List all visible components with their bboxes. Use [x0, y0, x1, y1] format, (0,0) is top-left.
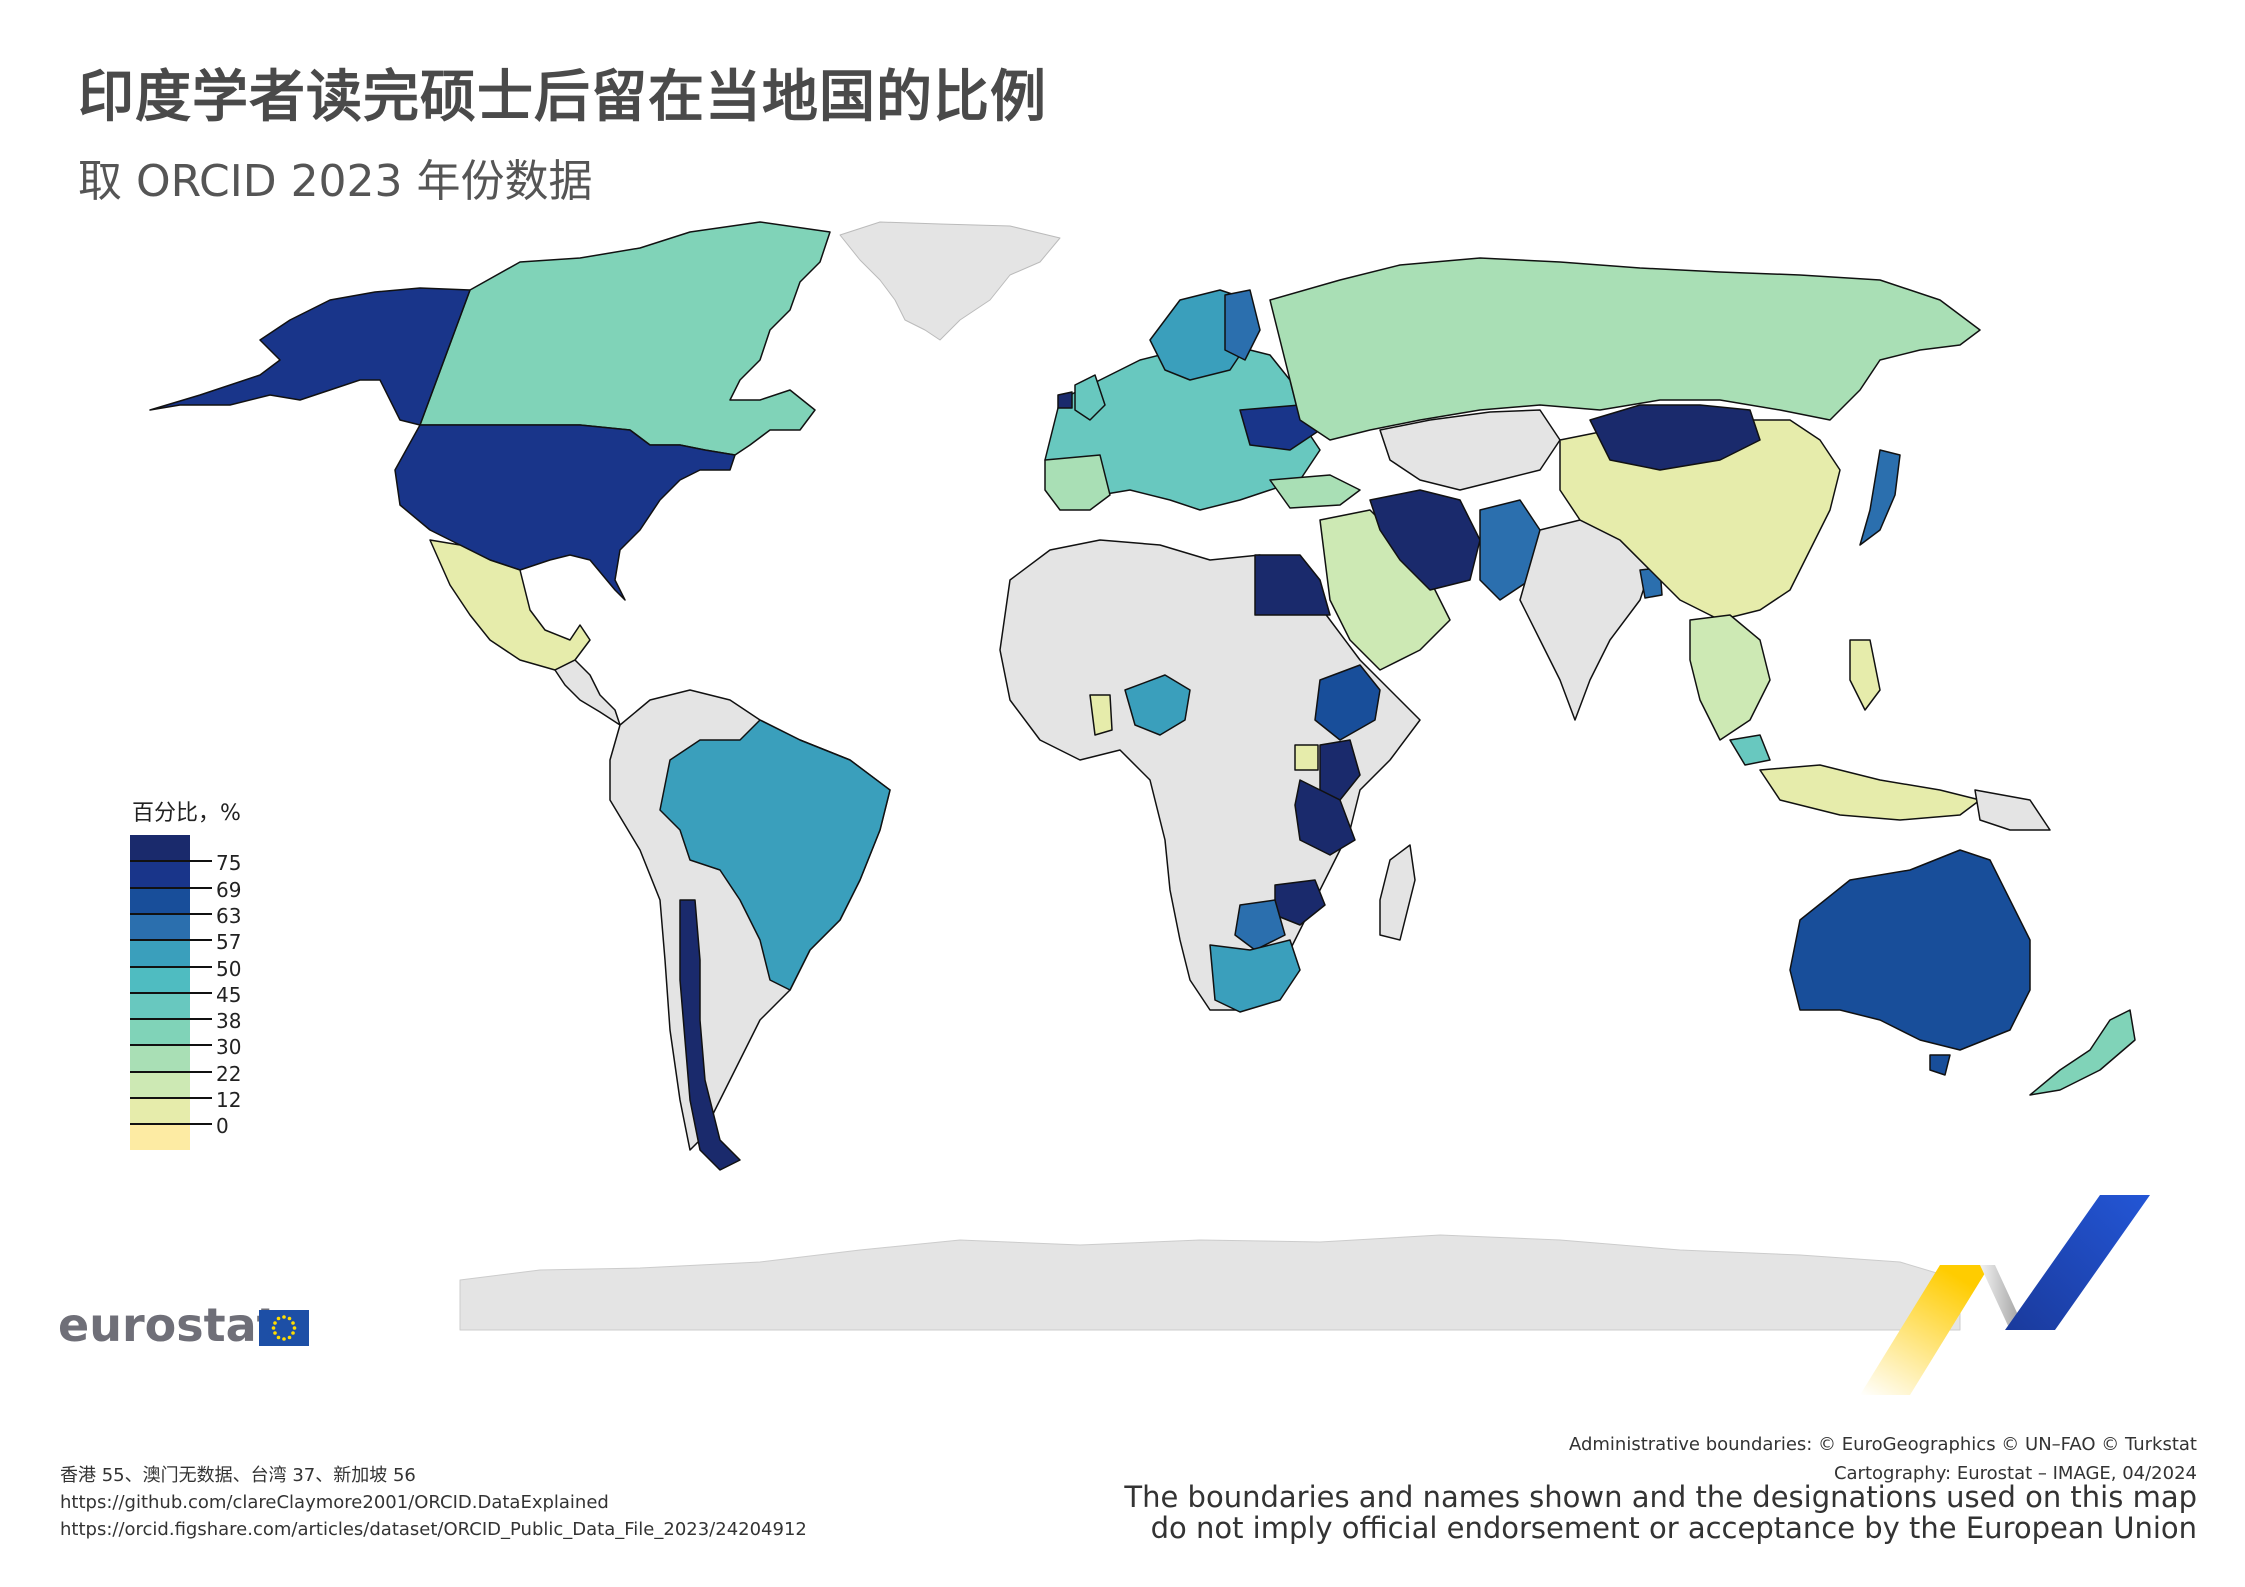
footnote-regions: 香港 55、澳门无数据、台湾 37、新加坡 56 [60, 1465, 416, 1486]
legend-tick [130, 1123, 212, 1126]
region-ghana [1089, 694, 1113, 736]
credit-carto: Cartography: Eurostat – IMAGE, 04/2024 [1833, 1463, 2197, 1484]
disclaimer-line-2: do not imply official endorsement or acc… [1150, 1511, 2197, 1545]
legend-swatch [130, 1098, 190, 1124]
region-philippines [1849, 639, 1881, 711]
region-botswana [1234, 899, 1286, 951]
legend-tick [130, 860, 212, 863]
legend-break-label: 38 [216, 1009, 242, 1034]
region-mexico [429, 539, 591, 671]
legend-swatch [130, 1124, 190, 1151]
region-madagascar [1379, 844, 1416, 941]
disclaimer-line-1: The boundaries and names shown and the d… [1124, 1480, 2197, 1514]
legend-swatch [130, 887, 190, 914]
legend-swatch [130, 913, 190, 940]
region-kenya [1319, 739, 1361, 801]
region-uk [1074, 374, 1106, 421]
legend-break-label: 57 [216, 930, 242, 955]
legend-tick [130, 939, 212, 942]
region-tasmania [1929, 1054, 1951, 1076]
legend-swatch [130, 835, 190, 861]
legend-break-label: 30 [216, 1035, 242, 1060]
legend-swatch [130, 992, 190, 1019]
legend-break-label: 45 [216, 982, 242, 1007]
credits-small: Administrative boundaries: © EuroGeograp… [1569, 1430, 2197, 1488]
region-greenland [839, 221, 1061, 341]
region-iberia [1044, 454, 1111, 511]
legend-swatch [130, 1071, 190, 1098]
legend-tick [130, 912, 212, 915]
region-ireland [1057, 391, 1073, 409]
region-se-asia [1689, 614, 1771, 741]
region-new-zealand [2029, 1009, 2136, 1096]
legend-break-label: 50 [216, 956, 242, 981]
region-zimbabwe [1274, 879, 1326, 926]
legend-break-label: 0 [216, 1114, 229, 1139]
region-malaysia [1729, 734, 1771, 766]
legend-break-label: 75 [216, 851, 242, 876]
eu-flag-icon [259, 1310, 309, 1346]
eurostat-brand-graphic [1860, 1195, 2150, 1395]
legend-scale: 75 69 63 57 50 45 38 30 22 12 0 [130, 835, 290, 1155]
map-subtitle: 取 ORCID 2023 年份数据 [78, 156, 593, 207]
footnote-url-figshare[interactable]: https://orcid.figshare.com/articles/data… [60, 1519, 807, 1540]
region-alaska [149, 287, 471, 426]
region-tanzania [1294, 779, 1356, 856]
region-ethiopia [1314, 664, 1381, 741]
region-png [1974, 789, 2051, 831]
eurostat-logo: eurostat [58, 1298, 279, 1352]
region-turkey [1269, 474, 1361, 509]
legend-tick [130, 1070, 212, 1073]
legend-swatch [130, 861, 190, 888]
legend-title: 百分比，% [132, 801, 241, 826]
legend-tick [130, 1097, 212, 1099]
legend-break-label: 22 [216, 1061, 242, 1086]
region-nigeria [1124, 674, 1191, 736]
region-brazil [659, 719, 891, 991]
footnote-url-github[interactable]: https://github.com/clareClaymore2001/ORC… [60, 1492, 609, 1513]
region-central-asia [1379, 409, 1561, 491]
region-finland [1224, 289, 1261, 361]
legend-swatch [130, 1045, 190, 1072]
legend-break-label: 69 [216, 877, 242, 902]
legend-break-label: 12 [216, 1088, 242, 1112]
region-canada [419, 221, 831, 456]
region-central-america [554, 659, 621, 726]
legend-swatch [130, 940, 190, 967]
region-russia [1269, 257, 1981, 441]
footnotes: 香港 55、澳门无数据、台湾 37、新加坡 56 https://github.… [60, 1462, 807, 1543]
region-antarctica [459, 1234, 1961, 1331]
region-mongolia [1589, 404, 1761, 471]
legend-tick [130, 1044, 212, 1047]
map-title: 印度学者读完硕士后留在当地国的比例 [78, 65, 1047, 130]
credit-admin: Administrative boundaries: © EuroGeograp… [1568, 1434, 2197, 1455]
region-south-africa [1209, 939, 1301, 1013]
legend-tick [130, 1018, 212, 1021]
legend-swatch [130, 966, 190, 993]
region-japan [1859, 449, 1901, 546]
legend-tick [130, 991, 212, 994]
region-australia [1789, 849, 2031, 1051]
legend-tick [130, 886, 212, 889]
legend-tick [130, 965, 212, 968]
legend: 百分比，% 75 69 63 57 50 45 38 30 22 12 0 [130, 795, 290, 1155]
legend-swatch [130, 1019, 190, 1046]
legend-break-label: 63 [216, 903, 242, 928]
region-iran [1369, 489, 1481, 591]
region-chile [679, 899, 741, 1171]
credits-disclaimer: The boundaries and names shown and the d… [1124, 1482, 2197, 1544]
region-uganda [1294, 744, 1319, 771]
region-indonesia [1759, 764, 1981, 821]
region-egypt [1254, 554, 1331, 616]
